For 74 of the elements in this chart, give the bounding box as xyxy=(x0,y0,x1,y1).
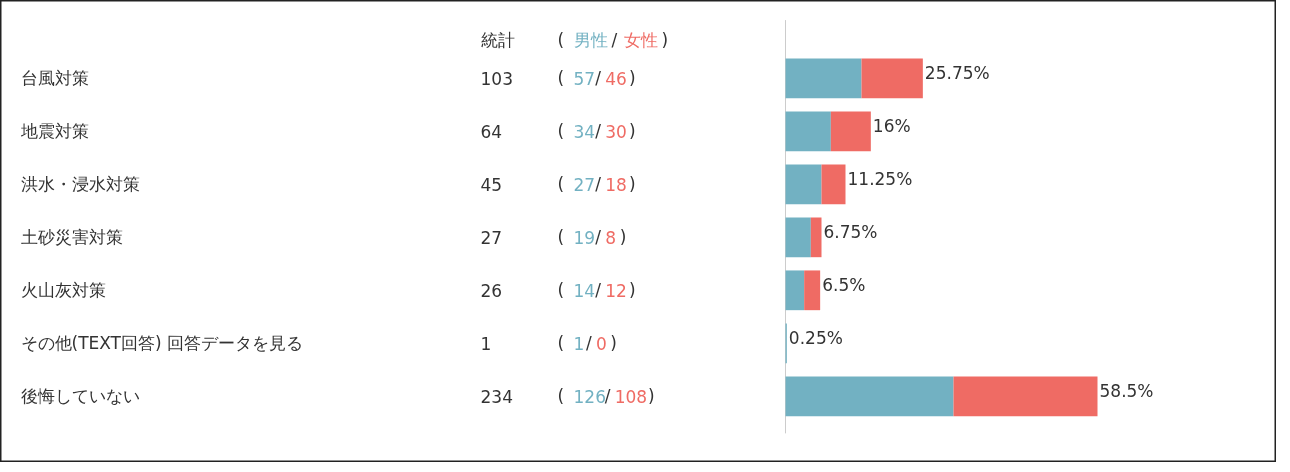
bar xyxy=(830,111,871,152)
text: ) xyxy=(629,280,636,301)
text: / xyxy=(595,227,602,248)
annotation: 16% xyxy=(872,116,911,137)
text: 27 xyxy=(480,227,503,248)
y-tick-label: 後悔していない xyxy=(20,386,140,407)
bar xyxy=(785,217,811,258)
text: 8 xyxy=(605,227,617,248)
text: 14 xyxy=(573,280,596,301)
text: ) xyxy=(661,30,669,51)
text: ( xyxy=(557,280,565,301)
bar xyxy=(785,164,822,205)
text: / xyxy=(585,333,592,354)
text: 男性 xyxy=(573,30,608,51)
annotation: 11.25% xyxy=(847,169,913,190)
y-tick-label: 台風対策 xyxy=(20,68,89,89)
text: 108 xyxy=(614,386,648,407)
text: ) xyxy=(619,227,627,248)
bar xyxy=(785,111,831,152)
text: / xyxy=(595,68,602,89)
text: 46 xyxy=(605,68,627,89)
y-tick-label: 土砂災害対策 xyxy=(20,227,123,248)
text: ( xyxy=(557,174,565,195)
bar xyxy=(785,270,805,311)
y-tick-label: 火山灰対策 xyxy=(20,280,106,301)
annotation: 0.25% xyxy=(788,327,843,348)
text: ( xyxy=(557,121,565,142)
bar xyxy=(821,164,846,205)
text: ) xyxy=(629,174,636,195)
text: 34 xyxy=(573,121,596,142)
text: ) xyxy=(629,121,636,142)
text: 12 xyxy=(605,280,627,301)
annotation: 25.75% xyxy=(924,63,990,84)
text: ) xyxy=(629,68,636,89)
text: ) xyxy=(610,333,617,354)
text: ( xyxy=(557,333,565,354)
text: 26 xyxy=(480,280,503,301)
bar xyxy=(785,58,862,99)
bar xyxy=(804,270,821,311)
text: / xyxy=(595,174,602,195)
text: 64 xyxy=(480,121,503,142)
text: 234 xyxy=(480,386,513,407)
y-tick-label: 洪水・浸水対策 xyxy=(20,174,140,195)
y-tick-label: その他(TEXT回答) 回答データを見る xyxy=(20,333,304,354)
text: 1 xyxy=(573,333,585,354)
bar xyxy=(810,217,822,258)
text: 45 xyxy=(480,174,503,195)
text: ( xyxy=(557,227,565,248)
text: 統計 xyxy=(480,30,515,51)
bar xyxy=(785,376,954,417)
annotation: 6.75% xyxy=(823,222,878,243)
annotation: 6.5% xyxy=(822,275,866,296)
text: / xyxy=(604,386,611,407)
text: / xyxy=(611,30,618,51)
y-tick-label: 地震対策 xyxy=(19,121,89,142)
text: 30 xyxy=(605,121,627,142)
text: 19 xyxy=(573,227,596,248)
bar xyxy=(953,376,1098,417)
text: ( xyxy=(557,68,565,89)
text: 女性 xyxy=(623,30,658,51)
text: 27 xyxy=(573,174,596,195)
text: 18 xyxy=(605,174,627,195)
text: / xyxy=(595,280,602,301)
text: ) xyxy=(647,386,655,407)
text: 57 xyxy=(573,68,596,89)
text: / xyxy=(595,121,602,142)
annotation: 58.5% xyxy=(1099,380,1154,401)
text: 1 xyxy=(480,333,492,354)
text: ( xyxy=(557,30,565,51)
bar xyxy=(861,58,923,99)
text: 103 xyxy=(480,68,513,89)
text: ( xyxy=(557,386,565,407)
text: 126 xyxy=(573,386,606,407)
text: 0 xyxy=(595,333,607,354)
